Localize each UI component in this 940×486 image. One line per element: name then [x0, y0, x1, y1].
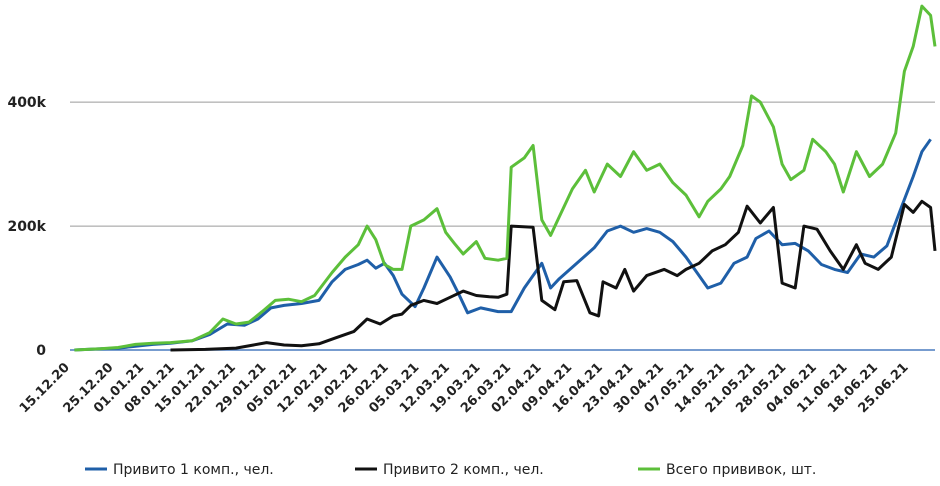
- y-axis-ticks: 0 200k 400k: [7, 95, 46, 359]
- series-line-1: [74, 138, 932, 352]
- legend-label: Всего прививок, шт.: [666, 462, 816, 478]
- series-line-3: [74, 4, 937, 352]
- series-lines: [74, 4, 937, 352]
- series-line-2: [170, 199, 937, 352]
- legend-label: Привито 1 комп., чел.: [113, 462, 274, 478]
- y-tick-label: 0: [36, 343, 46, 359]
- legend-label: Привито 2 комп., чел.: [383, 462, 544, 478]
- y-tick-label: 200k: [7, 219, 46, 235]
- legend: Привито 1 комп., чел. Привито 2 комп., че…: [85, 462, 816, 478]
- x-axis-ticks: 15.12.2025.12.2001.01.2108.01.2115.01.21…: [17, 360, 912, 416]
- y-tick-label: 400k: [7, 95, 46, 111]
